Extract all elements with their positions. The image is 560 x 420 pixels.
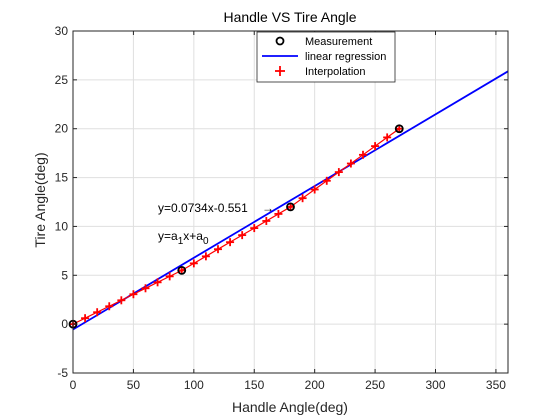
interpolation-point (298, 194, 307, 203)
plot-area-frame (72, 30, 509, 374)
equation-arrow: → (262, 201, 274, 215)
x-tick-label: 50 (127, 378, 141, 392)
x-tick-label: 200 (305, 378, 325, 392)
interpolation-point (214, 245, 222, 254)
legend-marker-measurement (275, 36, 285, 46)
interpolation-line (72, 128, 400, 325)
chart-title: Handle VS Tire Angle (223, 9, 356, 25)
interpolation-point (238, 231, 247, 240)
grid-lines (72, 30, 508, 374)
y-tick-label: 25 (55, 73, 69, 87)
legend-marker-interpolation (275, 66, 285, 76)
model-formula-mid: x+a (183, 229, 203, 243)
model-formula-sub0: 0 (203, 236, 209, 247)
y-tick-label: 15 (55, 171, 69, 185)
interpolation-point (322, 176, 331, 185)
interpolation-point (117, 296, 126, 305)
interpolation-point (250, 224, 259, 233)
y-tick-label: 20 (55, 122, 69, 136)
interpolation-point (153, 278, 162, 287)
interpolation-point (383, 133, 392, 142)
measurement-point (394, 124, 404, 134)
interpolation-point (334, 168, 343, 177)
y-axis-label: Tire Angle(deg) (32, 152, 48, 247)
interpolation-point (141, 284, 150, 293)
interpolation-point (165, 272, 174, 281)
model-formula-sub1: 1 (178, 236, 184, 247)
x-tick-label: 250 (365, 378, 385, 392)
x-tick-label: 150 (244, 378, 264, 392)
interpolation-point (81, 314, 90, 323)
interpolation-point (105, 302, 114, 311)
interpolation-point (262, 216, 271, 225)
interpolation-point (359, 150, 367, 159)
interpolation-point (129, 290, 138, 299)
equation-text: y=0.0734x-0.551 (158, 201, 248, 215)
model-formula-y: y=a (158, 229, 178, 243)
y-tick-label: 0 (61, 317, 68, 331)
measurement-point (177, 265, 187, 275)
legend-label-interpolation: Interpolation (305, 66, 366, 78)
x-tick-label: 100 (184, 378, 204, 392)
legend: Measurement linear regression Interpolat… (256, 31, 396, 83)
interpolation-point (226, 238, 235, 247)
interpolation-point (346, 159, 355, 168)
series-layer (68, 70, 509, 331)
interpolation-point (371, 142, 380, 151)
equation-annotation: y=0.0734x-0.551 → y=a1x+a0 (158, 201, 274, 247)
interpolation-point (310, 185, 319, 194)
x-tick-label: 350 (486, 378, 506, 392)
y-tick-label: 30 (55, 24, 69, 38)
legend-label-linear-regression: linear regression (305, 51, 386, 63)
y-tick-label: 10 (55, 219, 69, 233)
x-tick-label: 300 (425, 378, 445, 392)
interpolation-point (189, 259, 198, 268)
interpolation-point (93, 308, 102, 317)
linear-regression-line (72, 70, 509, 331)
y-tick-label: 5 (61, 268, 68, 282)
interpolation-point (201, 252, 210, 261)
measurement-point (286, 202, 295, 212)
x-tick-label: 0 (70, 378, 77, 392)
model-formula: y=a1x+a0 (158, 229, 209, 247)
legend-label-measurement: Measurement (305, 36, 372, 48)
interpolation-point (274, 209, 283, 218)
y-tick-label: -5 (57, 366, 68, 380)
x-axis-label: Handle Angle(deg) (232, 399, 348, 415)
